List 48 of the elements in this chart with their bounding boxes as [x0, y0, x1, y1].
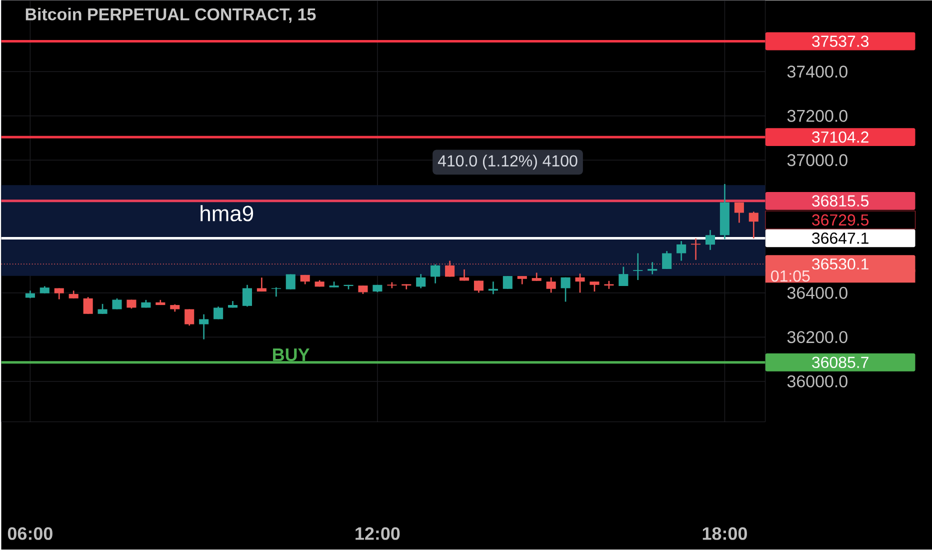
- candlestick: [748, 211, 758, 240]
- candlestick: [676, 240, 686, 262]
- candlestick: [705, 230, 716, 251]
- candlestick: [734, 202, 744, 224]
- ref-line-label: 36815.5: [812, 195, 869, 207]
- candlestick: [691, 238, 701, 261]
- chart-title: Bitcoin PERPETUAL CONTRACT, 15: [26, 8, 316, 23]
- x-tick-label: 18:00: [702, 527, 747, 540]
- candlestick: [502, 276, 512, 290]
- candlestick: [256, 277, 266, 292]
- text: 36729.5: [812, 214, 869, 226]
- candlestick: [214, 306, 224, 320]
- ref-line-label: 37537.3: [812, 36, 868, 48]
- candlestick: [286, 274, 296, 290]
- candlestick: [83, 296, 93, 315]
- candlestick: [662, 250, 672, 270]
- candlestick: [430, 264, 440, 284]
- ref-line-label: 37104.2: [812, 132, 868, 143]
- candlestick: [402, 284, 412, 290]
- y-tick-label: 37400.0: [787, 66, 848, 78]
- candlestick: [416, 274, 426, 290]
- candlestick: [590, 281, 600, 292]
- candlestick: [199, 314, 209, 340]
- ref-line-label: 36647.1: [812, 232, 868, 244]
- y-tick-label: 36000.0: [787, 376, 848, 388]
- annotation: BUY: [273, 348, 310, 362]
- y-tick-label: 37200.0: [787, 110, 848, 122]
- x-tick-label: 12:00: [356, 527, 400, 540]
- text: 01:05: [771, 270, 810, 282]
- y-tick-label: 36400.0: [787, 287, 848, 300]
- candlestick: [271, 286, 281, 298]
- candlestick: [54, 288, 64, 300]
- candlestick: [474, 280, 484, 294]
- annotation: 410.0 (1.12%) 4100: [438, 154, 578, 170]
- ref-line-label: 36530.1: [812, 258, 868, 270]
- candlestick: [618, 266, 628, 287]
- y-tick-label: 37000.0: [787, 154, 848, 166]
- x-tick-label: 06:00: [8, 527, 52, 540]
- y-tick-label: 36200.0: [787, 331, 848, 344]
- candlestick: [546, 276, 556, 294]
- candlestick: [633, 252, 643, 281]
- candlestick: [560, 276, 570, 303]
- candlestick: [575, 273, 585, 294]
- candlestick: [242, 284, 252, 308]
- ref-line-label: 36085.7: [812, 356, 868, 368]
- candlestick: [184, 308, 194, 326]
- candlestick: [300, 274, 310, 286]
- annotation: hma9: [200, 205, 254, 222]
